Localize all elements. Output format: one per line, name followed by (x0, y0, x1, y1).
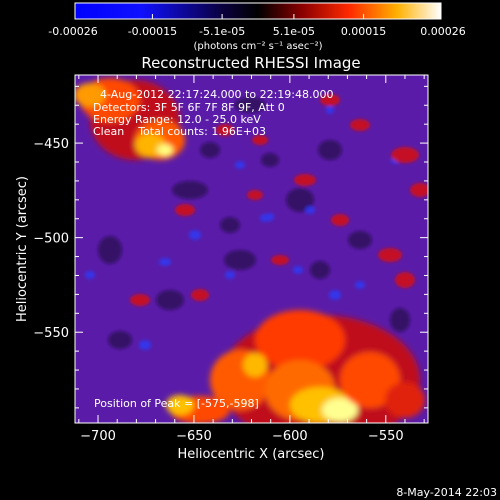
x-axis-tick-label: −700 (80, 429, 116, 444)
axis-ticks: −700 −650 −600 −550 −450 −500 −550 (33, 75, 428, 444)
colorbar-tick-label: -5.1e-05 (199, 25, 245, 38)
upper-left-source (75, 78, 185, 160)
plot-title: Reconstructed RHESSI Image (141, 54, 360, 72)
y-axis-tick-label: −500 (33, 232, 69, 247)
colorbar: -0.00026 -0.00015 -5.1e-05 5.1e-05 0.00015 0.… (48, 2, 466, 52)
footer-timestamp: 8-May-2014 22:03 (396, 486, 497, 499)
info-time-range: 4-Aug-2012 22:17:24.000 to 22:19:48.000 (100, 88, 334, 101)
peak-position: Position of Peak = [-575,-598] (94, 397, 259, 410)
image-texture (85, 94, 428, 350)
colorbar-tick-label: 5.1e-05 (273, 25, 315, 38)
y-axis-label: Heliocentric Y (arcsec) (15, 176, 30, 322)
x-axis-label: Heliocentric X (arcsec) (178, 447, 325, 462)
x-axis-tick-label: −550 (368, 429, 404, 444)
x-axis-tick-label: −650 (176, 429, 212, 444)
y-axis-tick-label: −550 (33, 326, 69, 341)
colorbar-units: (photons cm⁻² s⁻¹ asec⁻²) (193, 41, 322, 52)
info-detectors: Detectors: 3F 5F 6F 7F 8F 9F, Att 0 (93, 101, 285, 114)
colorbar-tick-label: -0.00026 (48, 25, 97, 38)
colorbar-ticks: -0.00026 -0.00015 -5.1e-05 5.1e-05 0.00015 0.… (48, 14, 466, 38)
info-energy-range: Energy Range: 12.0 - 25.0 keV (93, 113, 261, 126)
info-clean-counts: Clean Total counts: 1.96E+03 (93, 125, 266, 138)
colorbar-tick-label: 0.00015 (341, 25, 387, 38)
solar-image (75, 75, 428, 423)
x-axis-tick-label: −600 (272, 429, 308, 444)
lower-right-source (166, 310, 425, 423)
colorbar-tick-label: 0.00026 (420, 25, 466, 38)
colorbar-gradient (74, 2, 442, 20)
y-axis-tick-label: −450 (33, 137, 69, 152)
colorbar-tick-label: -0.00015 (128, 25, 177, 38)
